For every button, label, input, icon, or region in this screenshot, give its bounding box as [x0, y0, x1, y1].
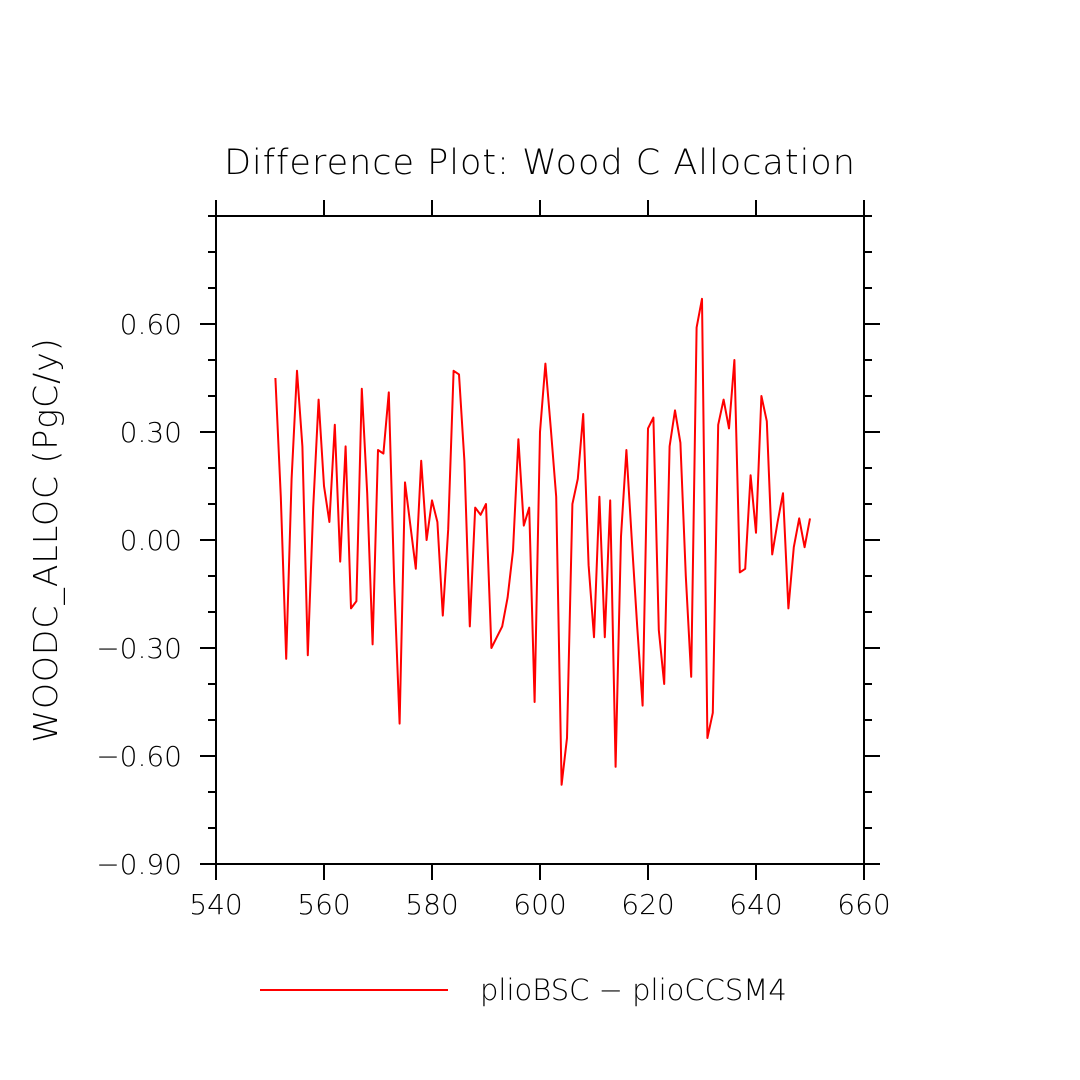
plot-frame [215, 215, 865, 865]
axis-ticks [200, 200, 880, 880]
x-tick-label: 660 [837, 888, 890, 921]
x-tick-label: 600 [513, 888, 566, 921]
y-tick-label: −0.30 [96, 632, 182, 665]
series-line-pliobsc-pliocsm4 [274, 297, 811, 786]
x-tick-label: 580 [405, 888, 458, 921]
y-axis-label: WOODC_ALLOC (PgC/y) [26, 337, 66, 742]
x-tick-label: 540 [189, 888, 242, 921]
chart-title: Difference Plot: Wood C Allocation [224, 143, 856, 183]
x-tick-label: 560 [297, 888, 350, 921]
y-tick-label: 0.60 [120, 308, 182, 341]
legend-label: plioBSC − plioCCSM4 [480, 973, 787, 1007]
x-tick-label: 620 [621, 888, 674, 921]
y-tick-label: −0.60 [96, 740, 182, 773]
tick-labels: 540 560 580 600 620 640 660 −0.90 −0.60 −0.30 0.00… [96, 308, 891, 921]
y-tick-label: 0.30 [120, 416, 182, 449]
y-tick-label: −0.90 [96, 848, 182, 881]
x-tick-label: 640 [729, 888, 782, 921]
y-tick-label: 0.00 [120, 524, 182, 557]
